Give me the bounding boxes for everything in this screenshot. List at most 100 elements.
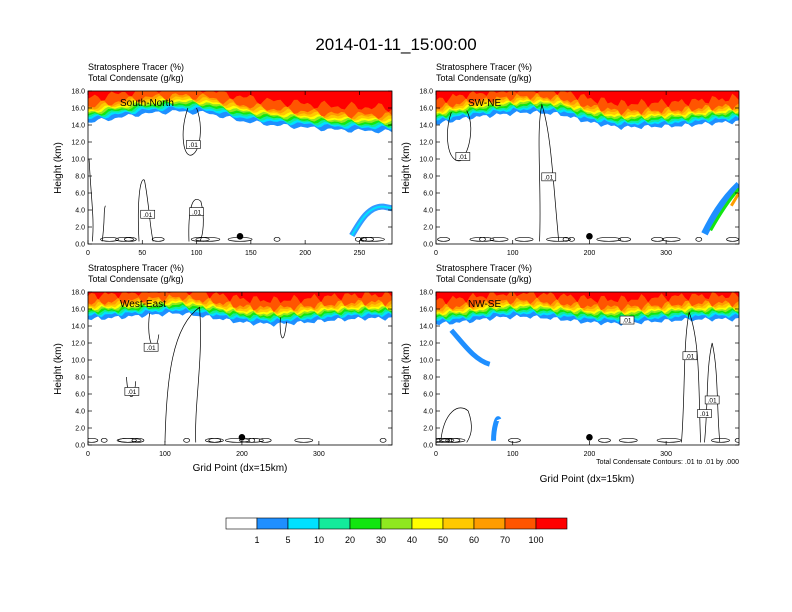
tracer-intrusion (701, 181, 739, 236)
condensate-contour (546, 236, 571, 242)
colorbar-swatch (287, 517, 320, 530)
x-tick-label: 300 (660, 451, 672, 458)
tracer-intrusion (730, 192, 739, 207)
y-tick-label: 16.0 (419, 106, 433, 113)
y-tick-label: 4.0 (423, 208, 433, 215)
y-tick-label: 0.0 (423, 443, 433, 450)
condensate-contour (734, 437, 739, 443)
y-tick-label: 6.0 (75, 392, 85, 399)
y-tick-label: 18.0 (71, 290, 85, 297)
y-tick-label: 12.0 (419, 341, 433, 348)
y-tick-label: 0.0 (75, 443, 85, 450)
panel-header-tracer: Stratosphere Tracer (%) (88, 263, 184, 273)
condensate-contour (183, 437, 190, 443)
contour-label-box (541, 172, 557, 182)
y-tick-label: 8.0 (75, 174, 85, 181)
x-tick-label: 50 (138, 250, 146, 257)
y-tick-label: 12.0 (71, 341, 85, 348)
condensate-contour (118, 437, 137, 443)
x-axis-label: Grid Point (dx=15km) (540, 474, 635, 485)
y-tick-label: 18.0 (71, 89, 85, 96)
contour-label: .01 (192, 209, 201, 216)
condensate-contour (115, 236, 134, 242)
condensate-contour (568, 236, 575, 242)
y-tick-label: 12.0 (71, 140, 85, 147)
colorbar-swatch (380, 517, 413, 530)
tracer-band (436, 91, 739, 108)
condensate-contour (188, 199, 204, 242)
colorbar-swatch (411, 517, 444, 530)
x-tick-label: 150 (245, 250, 257, 257)
condensate-contour (656, 437, 682, 443)
tracer-band (88, 292, 392, 313)
y-tick-label: 4.0 (75, 409, 85, 416)
colorbar-label: 60 (469, 535, 479, 545)
plot-area: .01 .01 (436, 91, 739, 242)
condensate-contour (514, 236, 534, 242)
contour-label: .01 (622, 318, 631, 325)
colorbar-swatch (256, 517, 289, 530)
y-tick-label: 14.0 (71, 123, 85, 130)
x-tick-label: 100 (507, 250, 519, 257)
x-tick-label: 250 (354, 250, 366, 257)
tracer-intrusion (350, 205, 392, 237)
cross-section-label: NW-SE (468, 299, 501, 310)
y-tick-label: 16.0 (419, 307, 433, 314)
colorbar-label: 1 (254, 535, 259, 545)
contour-label-box (140, 209, 156, 219)
condensate-contour (469, 236, 495, 242)
condensate-contour (436, 437, 441, 443)
plot-area: .01 .01 .01 (88, 91, 392, 242)
y-tick-label: 2.0 (423, 426, 433, 433)
tracer-filament (449, 328, 491, 367)
plot-frame (435, 90, 740, 245)
y-tick-label: 16.0 (71, 307, 85, 314)
y-tick-label: 4.0 (423, 409, 433, 416)
contour-label-box (704, 395, 720, 405)
condensate-contour (294, 437, 314, 443)
y-tick-label: 0.0 (75, 242, 85, 249)
condensate-contour (711, 437, 730, 443)
location-marker (238, 434, 246, 441)
panel-header-condensate: Total Condensate (g/kg) (436, 274, 532, 284)
y-tick-label: 4.0 (75, 208, 85, 215)
x-tick-label: 200 (584, 250, 596, 257)
contour-label-box (697, 409, 712, 418)
y-axis-label: Height (km) (401, 142, 412, 194)
tracer-band (436, 292, 739, 305)
figure-title: 2014-01-11_15:00:00 (315, 35, 476, 54)
contour-label: .01 (147, 345, 156, 352)
panel-south-north: Stratosphere Tracer (%) Total Condensate… (53, 62, 393, 257)
condensate-contour (489, 236, 509, 242)
colorbar: 1 5 10 20 30 40 50 60 70 100 (225, 517, 568, 545)
cross-section-label: South-North (120, 98, 174, 109)
x-tick-label: 0 (86, 451, 90, 458)
y-tick-label: 12.0 (419, 140, 433, 147)
panel-header-tracer: Stratosphere Tracer (%) (436, 263, 532, 273)
condensate-contour (137, 179, 154, 242)
condensate-contour (164, 306, 201, 443)
contour-label: .01 (458, 154, 467, 161)
condensate-contour (598, 437, 611, 443)
panel-header-condensate: Total Condensate (g/kg) (88, 73, 184, 83)
colorbar-label: 70 (500, 535, 510, 545)
colorbar-swatch (473, 517, 506, 530)
location-marker (586, 233, 593, 240)
x-tick-label: 100 (191, 250, 203, 257)
tracer-band (436, 292, 739, 312)
condensate-contour (101, 205, 106, 242)
y-tick-label: 14.0 (419, 123, 433, 130)
tracer-filament (491, 416, 502, 441)
contour-label-box (455, 152, 471, 161)
colorbar-label: 5 (285, 535, 290, 545)
condensate-contour (651, 236, 664, 242)
condensate-contour (195, 236, 221, 242)
contour-label: .01 (700, 411, 709, 418)
colorbar-swatch (318, 517, 351, 530)
condensate-contour (88, 158, 94, 242)
colorbar-label: 20 (345, 535, 355, 545)
y-tick-label: 2.0 (75, 225, 85, 232)
condensate-contour (148, 313, 160, 348)
plot-frame (87, 90, 393, 245)
location-marker (236, 233, 244, 240)
